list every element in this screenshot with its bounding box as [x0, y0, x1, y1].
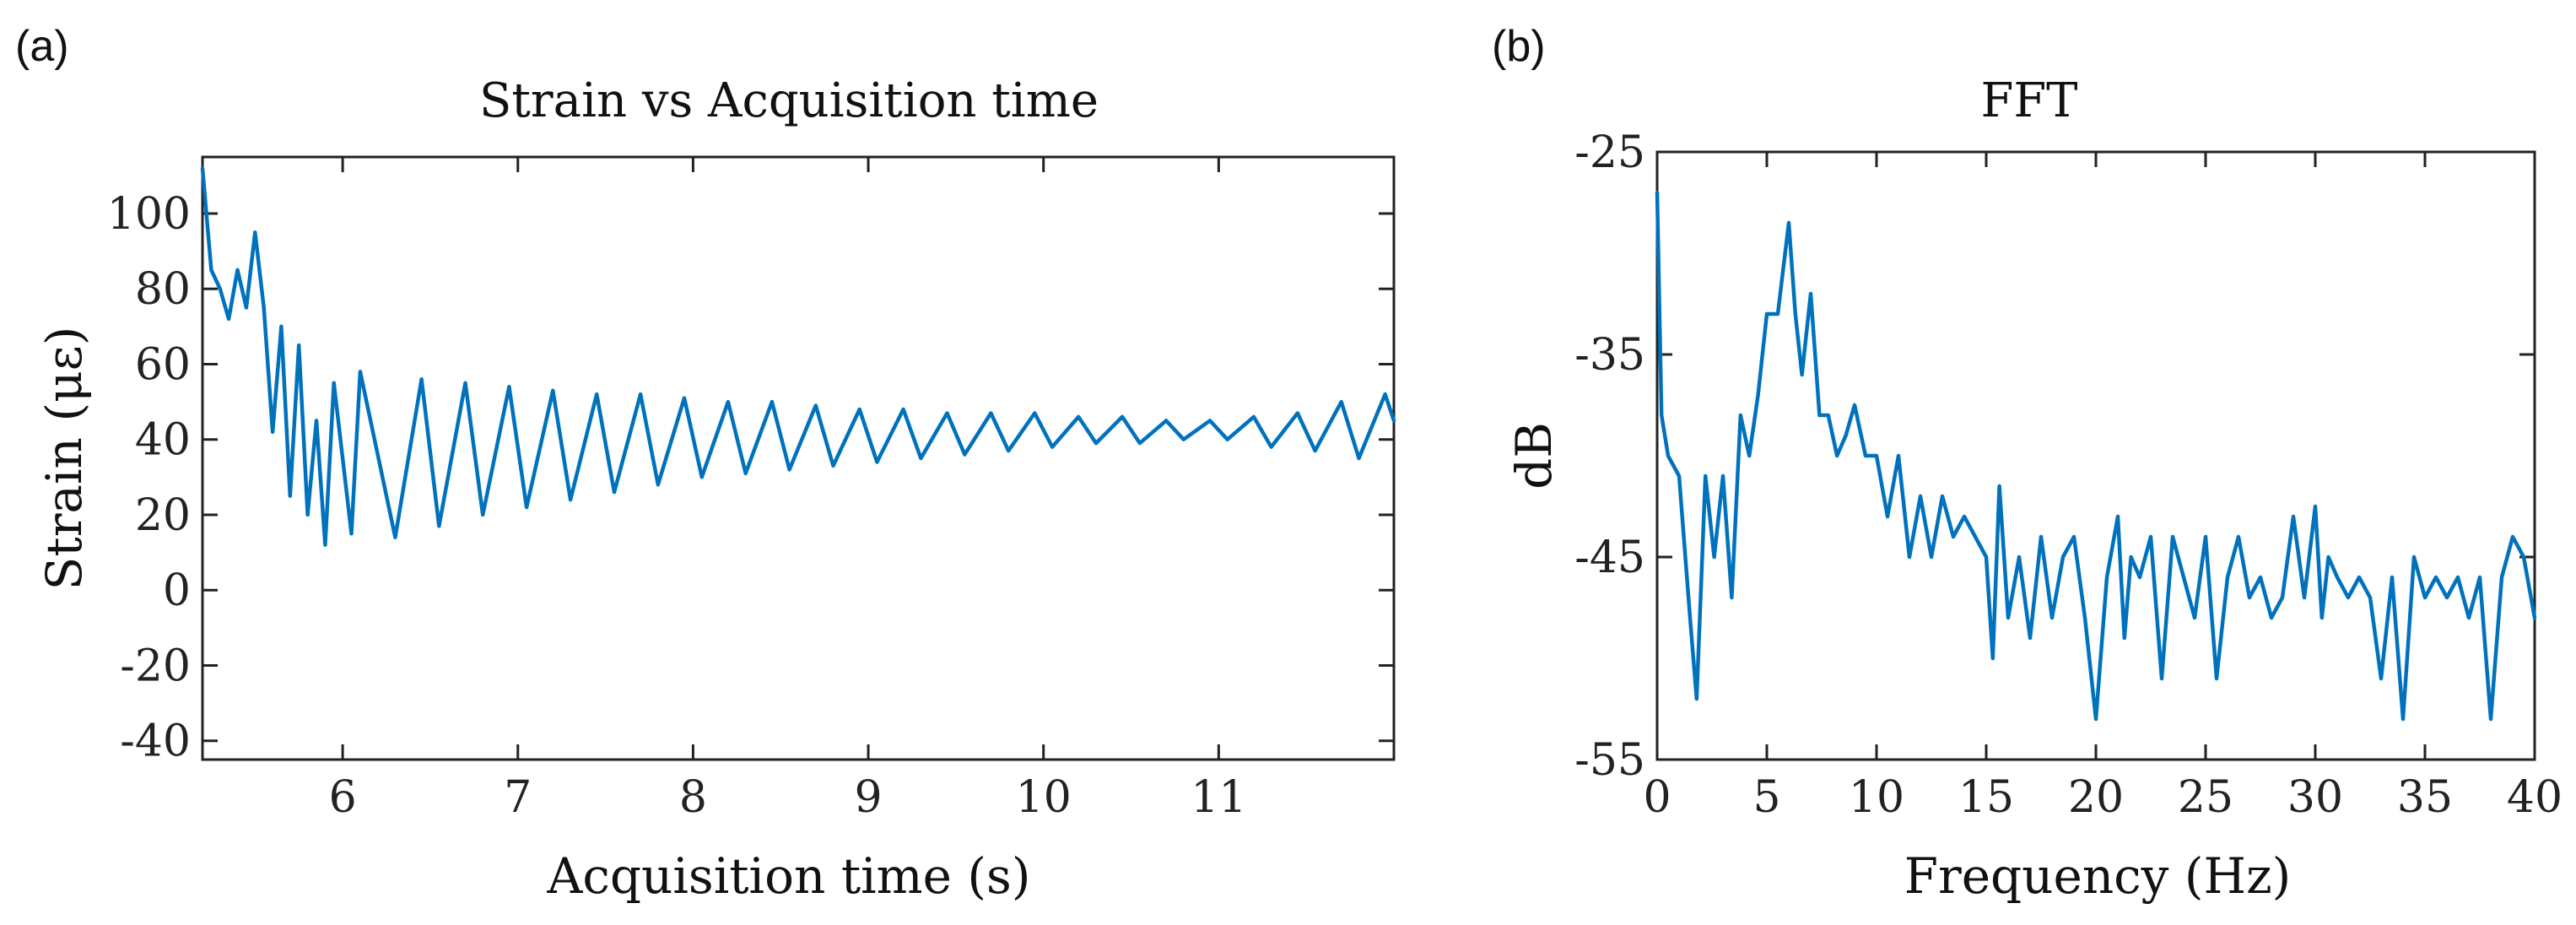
b-x-tick-label: 15 — [1958, 772, 2014, 823]
panel-b-fft-chart: (b) FFT -25 -35 -45 -55 0 5 10 15 20 25 30 35 40 Fr… — [1492, 22, 2562, 905]
panel-a-label: (a) — [15, 22, 69, 71]
b-x-tick-label: 5 — [1752, 772, 1780, 823]
panel-b-y-axis-label: dB — [1505, 422, 1563, 490]
panel-a-strain-series-line — [200, 166, 1396, 547]
b-x-tick-label: 30 — [2287, 772, 2343, 823]
a-y-tick-label: 60 — [135, 339, 191, 390]
panel-b-x-axis-label: Frequency (Hz) — [1904, 847, 2292, 905]
b-x-tick-label: 10 — [1849, 772, 1904, 823]
a-x-tick-label: 10 — [1016, 772, 1072, 823]
a-y-tick-label: 0 — [163, 565, 191, 616]
panel-a-strain-chart: (a) Strain vs Acquisition time -40 -20 0 20… — [15, 22, 1396, 905]
b-y-tick-label: -55 — [1574, 735, 1645, 786]
panel-a-y-axis-label: Strain (με) — [35, 327, 93, 591]
a-y-tick-label: -40 — [120, 717, 191, 767]
a-x-tick-label: 11 — [1191, 772, 1246, 823]
a-y-tick-label: 80 — [135, 264, 191, 315]
b-y-tick-label: -45 — [1574, 533, 1645, 583]
a-x-tick-label: 8 — [679, 772, 707, 823]
b-x-tick-label: 0 — [1643, 772, 1671, 823]
a-x-tick-label: 6 — [329, 772, 357, 823]
a-y-tick-label: 20 — [135, 490, 191, 541]
panel-a-title: Strain vs Acquisition time — [479, 73, 1099, 128]
a-x-tick-label: 7 — [504, 772, 532, 823]
panel-a-x-axis-label: Acquisition time (s) — [547, 847, 1031, 905]
b-x-tick-label: 40 — [2507, 772, 2562, 823]
b-x-tick-label: 25 — [2178, 772, 2233, 823]
a-y-tick-label: -20 — [120, 641, 191, 691]
b-y-tick-label: -35 — [1574, 330, 1645, 381]
panel-b-label: (b) — [1492, 22, 1546, 71]
panel-b-fft-series-line — [1655, 190, 2537, 722]
a-y-tick-label: 40 — [135, 415, 191, 466]
a-x-tick-label: 9 — [855, 772, 883, 823]
a-y-tick-label: 100 — [107, 189, 191, 240]
panel-b-title: FFT — [1980, 73, 2077, 128]
b-x-tick-label: 20 — [2068, 772, 2124, 823]
b-x-tick-label: 35 — [2397, 772, 2453, 823]
panel-a-plot-frame — [201, 155, 1396, 761]
b-y-tick-label: -25 — [1574, 127, 1645, 178]
